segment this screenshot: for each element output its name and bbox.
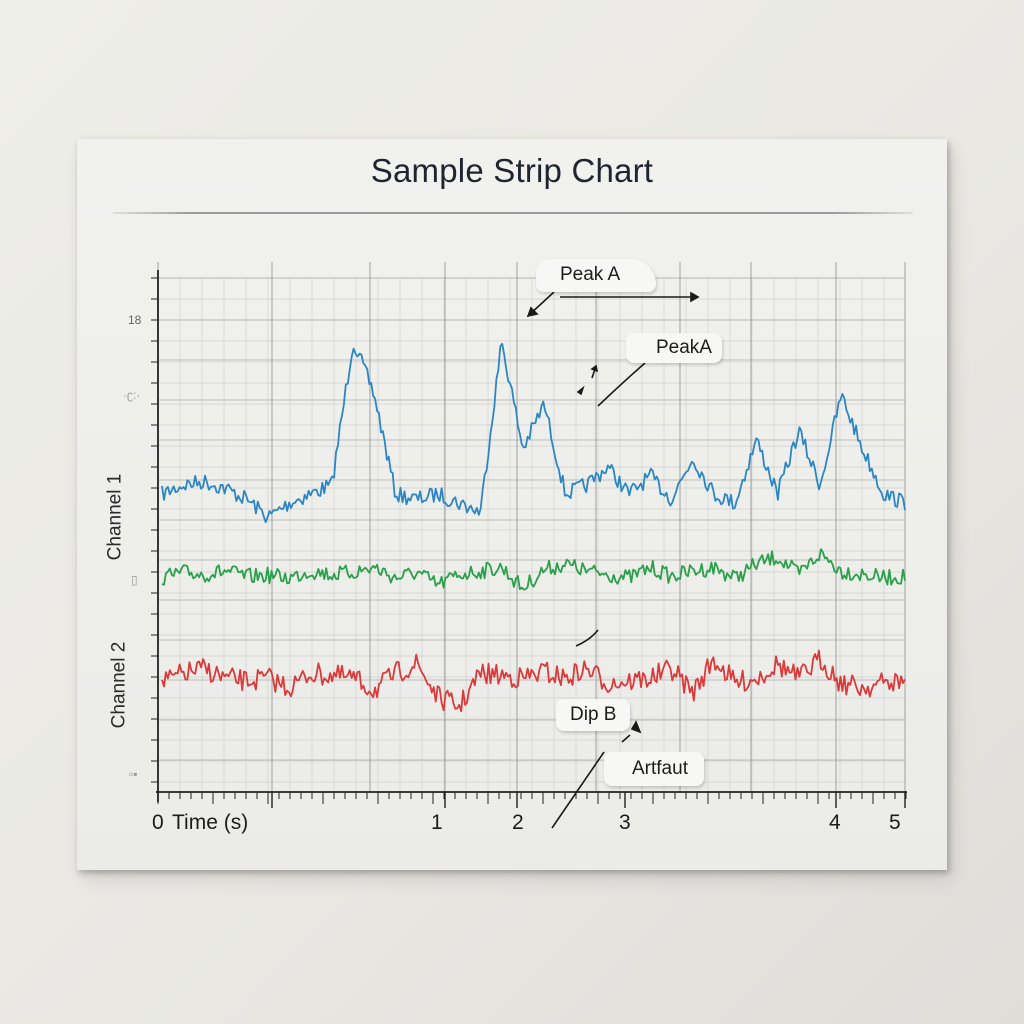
annotation-artifact: Artfaut bbox=[604, 752, 704, 786]
chart-card bbox=[77, 139, 947, 870]
x-axis-title: Time (s) bbox=[172, 811, 249, 834]
y-axis-label-channel-2: Channel 2 bbox=[108, 641, 130, 729]
y-axis-label-channel-1: Channel 1 bbox=[104, 473, 126, 561]
axes bbox=[151, 270, 907, 808]
chart-title: Sample Strip Chart bbox=[370, 152, 654, 189]
trace-1 bbox=[161, 342, 906, 523]
x-tick-1: 1 bbox=[431, 811, 443, 834]
annotation-arrows bbox=[526, 291, 700, 829]
arrow-dip-b-top bbox=[575, 629, 599, 647]
x-tick-2: 2 bbox=[512, 811, 524, 834]
y-tick-label-faded: ·ʗ:· bbox=[123, 388, 141, 402]
small-arrowhead-icon bbox=[576, 385, 585, 396]
arrow-peak-a-2 bbox=[597, 362, 646, 407]
title-divider bbox=[113, 212, 913, 214]
grid-lines bbox=[157, 262, 906, 792]
x-tick-3: 3 bbox=[619, 811, 631, 834]
y-tick-label-faded: ▫▪ bbox=[129, 767, 138, 781]
annotation-peak-a: Peak A bbox=[536, 259, 657, 292]
x-tick-0: 0 bbox=[152, 811, 164, 834]
arrowhead-icon bbox=[526, 306, 539, 318]
arrow-artifact-2 bbox=[621, 734, 631, 743]
trace-3 bbox=[161, 649, 906, 713]
y-tick-label: 18 bbox=[128, 313, 142, 327]
trace-2 bbox=[161, 548, 906, 591]
annotation-peak-a-2: PeakA bbox=[626, 333, 722, 363]
x-tick-5: 5 bbox=[889, 811, 901, 834]
traces bbox=[161, 342, 906, 713]
cursor-icon bbox=[630, 720, 642, 734]
x-tick-4: 4 bbox=[829, 811, 841, 834]
arrowhead-icon bbox=[690, 291, 700, 303]
arrow-artifact bbox=[551, 751, 605, 829]
annotation-dip-b: Dip B bbox=[556, 699, 631, 731]
y-tick-label-faded: ▯ bbox=[131, 573, 138, 587]
